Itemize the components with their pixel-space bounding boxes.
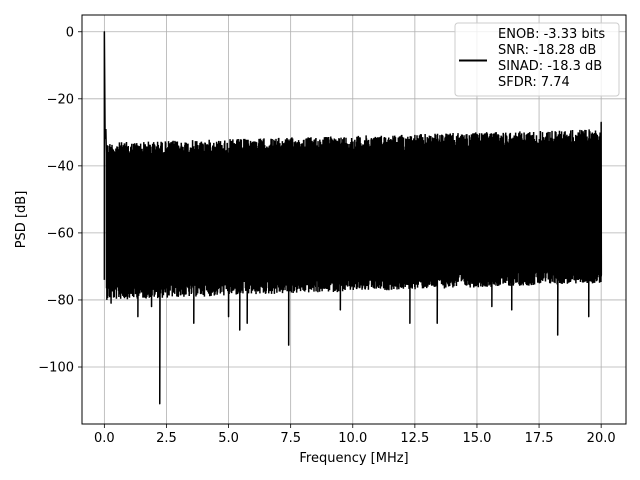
y-axis-title: PSD [dB] [14, 191, 29, 249]
psd-notch-point [110, 302, 112, 304]
psd-notch-point [159, 403, 161, 405]
psd-notch-point [246, 322, 248, 325]
y-tick-label: −20 [47, 92, 74, 107]
plot-frame [81, 14, 627, 425]
legend-text-sinad: SINAD: -18.3 dB [498, 59, 602, 74]
x-tick-label: 17.5 [525, 431, 554, 446]
psd-notch-point [557, 334, 559, 336]
psd-notch-point [409, 322, 411, 325]
psd-notch-point [193, 322, 195, 325]
psd-notch-point [511, 309, 513, 311]
psd-notch-point [491, 306, 493, 308]
y-tick-label: −40 [47, 159, 74, 174]
psd-notch-point [106, 282, 109, 284]
x-tick-label: 10.0 [338, 431, 367, 446]
legend: ENOB: -3.33 bits SNR: -18.28 dB SINAD: -… [454, 22, 620, 97]
y-tick-label: −100 [38, 361, 74, 376]
psd-notch-point [227, 316, 230, 318]
psd-notch-point [588, 316, 590, 318]
psd-peak-point [600, 121, 602, 123]
y-tick-label: 0 [66, 25, 74, 40]
x-tick-label: 0.0 [94, 431, 115, 446]
x-tick-label: 2.5 [156, 431, 177, 446]
x-tick-label: 7.5 [280, 431, 301, 446]
psd-notch-point [137, 316, 139, 318]
x-tick-label: 20.0 [587, 431, 616, 446]
legend-box [454, 22, 620, 97]
x-axis-title: Frequency [MHz] [299, 451, 408, 466]
x-tick-label: 15.0 [462, 431, 491, 446]
legend-text-enob: ENOB: -3.33 bits [498, 27, 605, 42]
psd-series-line [103, 31, 603, 404]
x-tick-label: 12.5 [400, 431, 429, 446]
psd-peak-point [103, 31, 105, 33]
psd-notch-point [339, 309, 341, 311]
psd-notch-point [150, 306, 153, 308]
tick-layer: 0.0 2.5 5.0 7.5 10.0 12.5 15.0 17.5 20.0 0 −20 −40 −… [38, 25, 615, 446]
series-layer [103, 31, 603, 405]
legend-text-sfdr: SFDR: 7.74 [498, 75, 570, 90]
y-tick-label: −80 [47, 293, 74, 308]
psd-notch-point [436, 322, 438, 325]
legend-text-snr: SNR: -18.28 dB [498, 43, 596, 58]
psd-notch-point [239, 329, 241, 331]
y-tick-label: −60 [47, 226, 74, 241]
psd-notch-point [288, 344, 290, 346]
x-tick-label: 5.0 [218, 431, 239, 446]
